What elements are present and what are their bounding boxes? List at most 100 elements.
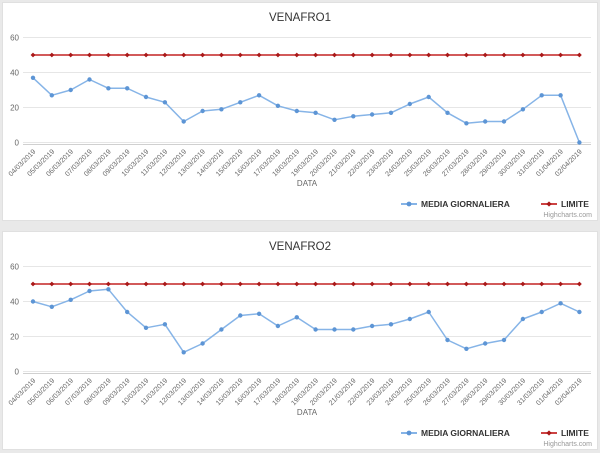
limite-point-marker[interactable]: [577, 52, 582, 58]
media-point-marker[interactable]: [501, 119, 507, 124]
limite-point-marker[interactable]: [558, 281, 563, 287]
limite-point-marker[interactable]: [426, 281, 432, 287]
media-point-marker[interactable]: [68, 297, 73, 302]
limite-point-marker[interactable]: [558, 52, 563, 58]
limite-point-marker[interactable]: [388, 52, 394, 58]
legend-item-media-giornaliera[interactable]: MEDIA GIORNALIERA: [401, 428, 510, 438]
media-point-marker[interactable]: [445, 110, 450, 116]
media-point-marker[interactable]: [501, 337, 507, 343]
limite-point-marker[interactable]: [256, 281, 262, 287]
media-point-marker[interactable]: [464, 346, 469, 351]
media-point-marker[interactable]: [294, 108, 299, 114]
media-point-marker[interactable]: [238, 313, 243, 318]
legend-item-media-giornaliera[interactable]: MEDIA GIORNALIERA: [401, 199, 510, 209]
limite-point-marker[interactable]: [294, 52, 300, 58]
media-point-marker[interactable]: [407, 101, 412, 107]
limite-point-marker[interactable]: [332, 281, 337, 287]
media-point-marker[interactable]: [181, 119, 186, 124]
limite-point-marker[interactable]: [275, 52, 281, 58]
media-point-marker[interactable]: [49, 93, 54, 98]
limite-point-marker[interactable]: [369, 281, 375, 287]
media-point-marker[interactable]: [106, 86, 111, 91]
legend-item-limite[interactable]: LIMITE: [541, 199, 589, 209]
limite-point-marker[interactable]: [237, 281, 243, 287]
limite-point-marker[interactable]: [162, 281, 168, 287]
media-point-marker[interactable]: [68, 87, 73, 93]
media-point-marker[interactable]: [106, 287, 111, 292]
limite-point-marker[interactable]: [49, 281, 55, 287]
limite-point-marker[interactable]: [219, 281, 224, 287]
limite-point-marker[interactable]: [388, 281, 394, 287]
limite-point-marker[interactable]: [87, 281, 92, 287]
limite-point-marker[interactable]: [463, 52, 469, 58]
media-point-marker[interactable]: [539, 309, 544, 315]
limite-point-marker[interactable]: [219, 52, 224, 58]
media-point-marker[interactable]: [464, 121, 469, 126]
limite-point-marker[interactable]: [181, 52, 187, 58]
limite-point-marker[interactable]: [539, 281, 545, 287]
media-point-marker[interactable]: [256, 311, 262, 316]
limite-point-marker[interactable]: [313, 281, 319, 287]
highcharts-credits-link[interactable]: Highcharts.com: [543, 212, 592, 219]
highcharts-credits-link[interactable]: Highcharts.com: [543, 441, 592, 448]
limite-point-marker[interactable]: [445, 52, 450, 58]
media-point-marker[interactable]: [558, 93, 563, 98]
media-point-marker[interactable]: [369, 112, 375, 117]
limite-point-marker[interactable]: [200, 52, 205, 58]
limite-point-marker[interactable]: [124, 281, 130, 287]
media-point-marker[interactable]: [407, 316, 412, 322]
media-point-marker[interactable]: [125, 309, 130, 315]
media-point-marker[interactable]: [426, 309, 431, 315]
media-point-marker[interactable]: [483, 119, 488, 124]
limite-point-marker[interactable]: [105, 52, 111, 58]
media-point-marker[interactable]: [219, 107, 224, 112]
media-point-marker[interactable]: [30, 299, 36, 304]
media-point-marker[interactable]: [313, 327, 318, 332]
limite-point-marker[interactable]: [124, 52, 130, 58]
limite-point-marker[interactable]: [520, 52, 526, 58]
media-point-marker[interactable]: [577, 309, 582, 315]
media-point-marker[interactable]: [558, 301, 563, 306]
limite-point-marker[interactable]: [105, 281, 111, 287]
media-point-marker[interactable]: [520, 107, 526, 112]
media-point-marker[interactable]: [87, 77, 92, 82]
media-point-marker[interactable]: [30, 75, 36, 81]
limite-point-marker[interactable]: [463, 281, 469, 287]
limite-point-marker[interactable]: [577, 281, 582, 287]
limite-point-marker[interactable]: [162, 52, 168, 58]
limite-point-marker[interactable]: [49, 52, 55, 58]
media-point-marker[interactable]: [351, 114, 356, 119]
media-point-marker[interactable]: [219, 327, 224, 332]
limite-point-marker[interactable]: [482, 52, 488, 58]
media-point-marker[interactable]: [483, 341, 488, 346]
media-point-marker[interactable]: [162, 100, 168, 105]
media-point-marker[interactable]: [520, 316, 526, 322]
media-point-marker[interactable]: [200, 108, 205, 114]
media-point-marker[interactable]: [181, 350, 186, 355]
limite-point-marker[interactable]: [407, 281, 413, 287]
media-point-marker[interactable]: [49, 304, 54, 309]
media-point-marker[interactable]: [445, 337, 450, 343]
media-point-marker[interactable]: [238, 100, 243, 105]
legend-item-limite[interactable]: LIMITE: [541, 428, 589, 438]
limite-point-marker[interactable]: [501, 52, 507, 58]
media-point-marker[interactable]: [87, 288, 92, 294]
limite-point-marker[interactable]: [539, 52, 545, 58]
limite-point-marker[interactable]: [501, 281, 507, 287]
limite-point-marker[interactable]: [200, 281, 205, 287]
media-point-marker[interactable]: [200, 341, 205, 346]
limite-point-marker[interactable]: [30, 281, 36, 287]
media-point-marker[interactable]: [294, 315, 299, 320]
media-point-marker[interactable]: [369, 323, 375, 329]
limite-point-marker[interactable]: [426, 52, 432, 58]
limite-point-marker[interactable]: [68, 52, 74, 58]
limite-point-marker[interactable]: [332, 52, 337, 58]
limite-point-marker[interactable]: [369, 52, 375, 58]
limite-point-marker[interactable]: [482, 281, 488, 287]
media-point-marker[interactable]: [426, 94, 431, 100]
limite-point-marker[interactable]: [237, 52, 243, 58]
limite-point-marker[interactable]: [350, 281, 356, 287]
media-point-marker[interactable]: [125, 86, 130, 91]
limite-point-marker[interactable]: [30, 52, 36, 58]
media-point-marker[interactable]: [577, 140, 582, 145]
